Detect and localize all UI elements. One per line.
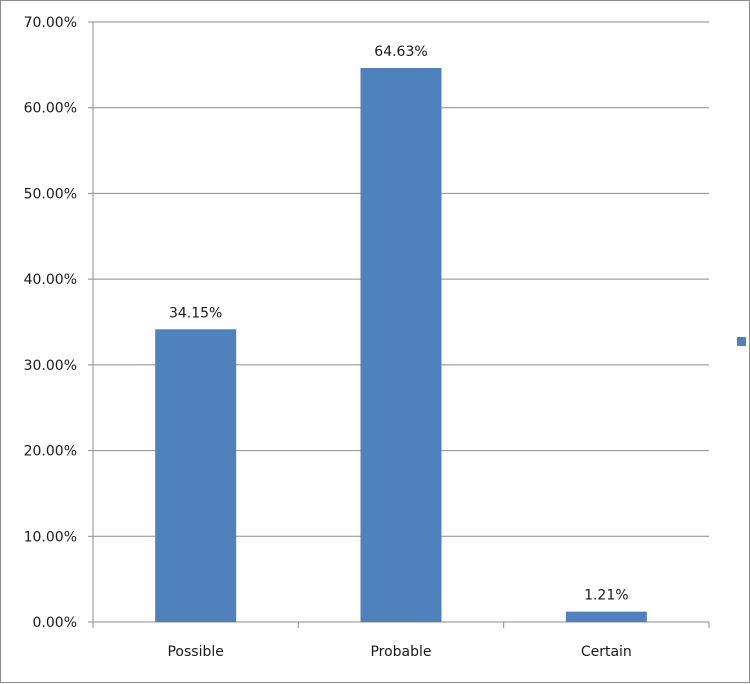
bar-probable [360,68,442,623]
y-tick-label: 40.00% [24,272,77,288]
y-tick-label: 50.00% [24,186,77,202]
y-tick-label: 60.00% [24,101,77,117]
bars [155,68,647,623]
legend-swatch [737,337,746,346]
bar-possible [155,329,237,622]
y-tick-label: 20.00% [24,444,77,460]
legend [737,337,746,346]
data-label: 34.15% [169,305,222,321]
y-tick-label: 70.00% [24,15,77,31]
x-tick-label: Probable [370,644,431,660]
x-tick-label: Certain [581,644,632,660]
labels: 0.00% 10.00% 20.00% 30.00% 40.00% 50.00% 60.00… [24,15,632,660]
data-label: 64.63% [374,44,427,60]
x-tick-label: Possible [167,644,223,660]
y-tick-label: 0.00% [33,615,77,631]
data-label: 1.21% [584,588,628,604]
y-tick-label: 10.00% [24,529,77,545]
bar-certain [565,611,647,622]
y-tick-label: 30.00% [24,358,77,374]
